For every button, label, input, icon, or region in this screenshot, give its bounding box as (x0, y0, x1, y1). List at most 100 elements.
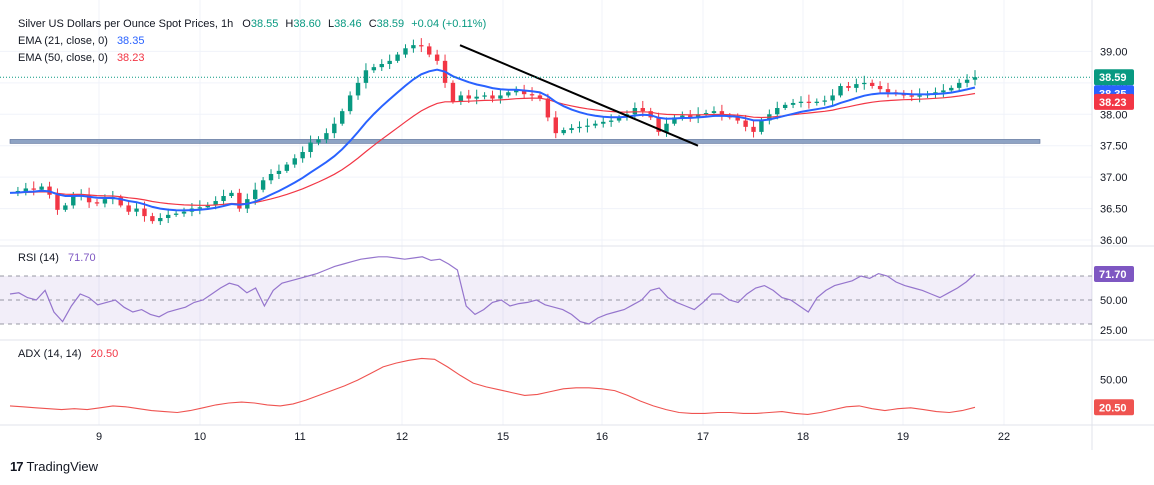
candle (593, 120, 598, 129)
candle (324, 128, 329, 144)
rsi-legend: RSI (14) 71.70 (18, 252, 96, 264)
candle (972, 70, 978, 86)
candle (165, 208, 171, 224)
ema50-line (9, 92, 976, 206)
candle (229, 190, 234, 199)
candle (126, 201, 131, 215)
candle (672, 114, 677, 126)
adx-label: ADX (14, 14) (18, 348, 82, 360)
ohlc-open: O38.55 (242, 18, 279, 30)
candle (664, 117, 669, 137)
candle (63, 202, 68, 212)
candle (822, 95, 827, 106)
downtrend-line (459, 44, 699, 147)
ohlc-low: L38.46 (327, 18, 362, 30)
price-axis-tick: 37.50 (1100, 141, 1128, 153)
time-axis-tick: 22 (998, 431, 1010, 443)
adx-line (9, 357, 976, 415)
ema21-value: 38.35 (116, 35, 145, 47)
svg-text:71.70: 71.70 (1099, 269, 1127, 281)
svg-text:38.59: 38.59 (1099, 72, 1127, 84)
candle (585, 118, 590, 133)
adx-legend: ADX (14, 14) 20.50 (18, 348, 118, 360)
candle (363, 63, 369, 89)
candle (23, 182, 29, 196)
candle (197, 200, 203, 215)
candle (529, 87, 535, 102)
ema50-value: 38.23 (116, 52, 145, 64)
candle (680, 111, 685, 121)
time-axis-tick: 11 (294, 431, 305, 443)
candle (300, 146, 305, 163)
candle (719, 104, 725, 121)
price-axis-tick: 37.00 (1100, 172, 1128, 184)
svg-text:38.23: 38.23 (1099, 97, 1127, 109)
brand-name: TradingView (26, 459, 99, 474)
candle (846, 81, 851, 92)
candle (403, 44, 408, 58)
candle (292, 154, 297, 168)
candle (31, 181, 36, 196)
time-axis-tick: 12 (396, 431, 408, 443)
candle (854, 78, 859, 93)
candle (498, 89, 503, 104)
candle (474, 89, 479, 105)
candle (751, 119, 756, 138)
candle (790, 98, 796, 109)
candle (260, 177, 266, 193)
symbol-title: Silver US Dollars per Ounce Spot Prices,… (18, 18, 234, 30)
candle (434, 49, 440, 65)
rsi-axis-tick: 25.00 (1100, 325, 1128, 337)
candle (268, 169, 274, 185)
candle (688, 110, 693, 122)
candle (102, 194, 108, 208)
candle (561, 127, 566, 136)
adx-axis-tick: 50.00 (1100, 374, 1128, 386)
candle (395, 52, 400, 63)
candle (419, 38, 424, 53)
price-axis-tick: 36.50 (1100, 204, 1128, 216)
candle (941, 84, 946, 98)
candle (838, 83, 843, 98)
candle (387, 54, 392, 70)
rsi-value-tag: 71.70 (1094, 265, 1134, 282)
time-axis-tick: 9 (96, 431, 102, 443)
candle (506, 89, 511, 98)
tradingview-logo[interactable]: 17 TradingView (10, 459, 98, 474)
tradingview-logo-icon: 17 (10, 459, 24, 474)
time-axis-tick: 17 (697, 431, 709, 443)
price-axis-tick: 39.00 (1100, 46, 1128, 58)
candle (347, 91, 353, 115)
candle (814, 98, 820, 106)
candle (284, 162, 290, 173)
candle (537, 92, 543, 102)
time-axis-tick: 15 (497, 431, 509, 443)
candle (379, 59, 384, 71)
candle (601, 117, 606, 128)
candle (427, 43, 432, 58)
time-axis-tick: 18 (797, 431, 809, 443)
candle (340, 108, 345, 126)
candle (181, 207, 187, 217)
candle (150, 212, 155, 224)
candle (830, 89, 835, 106)
candle (173, 211, 179, 217)
candle (616, 114, 622, 123)
candle (450, 80, 456, 104)
time-axis-tick: 19 (897, 431, 909, 443)
candle (332, 117, 337, 139)
current-price-tag: 38.59 (1094, 69, 1134, 86)
candle (158, 213, 163, 225)
candle (355, 77, 361, 100)
candle (86, 187, 92, 208)
rsi-axis-tick: 50.00 (1100, 295, 1128, 307)
rsi-value: 71.70 (68, 252, 96, 264)
svg-text:20.50: 20.50 (1099, 402, 1127, 414)
candle (862, 75, 867, 90)
candle (798, 96, 804, 108)
ema21-legend: EMA (21, close, 0) 38.35 (18, 35, 144, 47)
candle (545, 93, 551, 122)
candle (371, 63, 377, 73)
candle (877, 81, 883, 93)
